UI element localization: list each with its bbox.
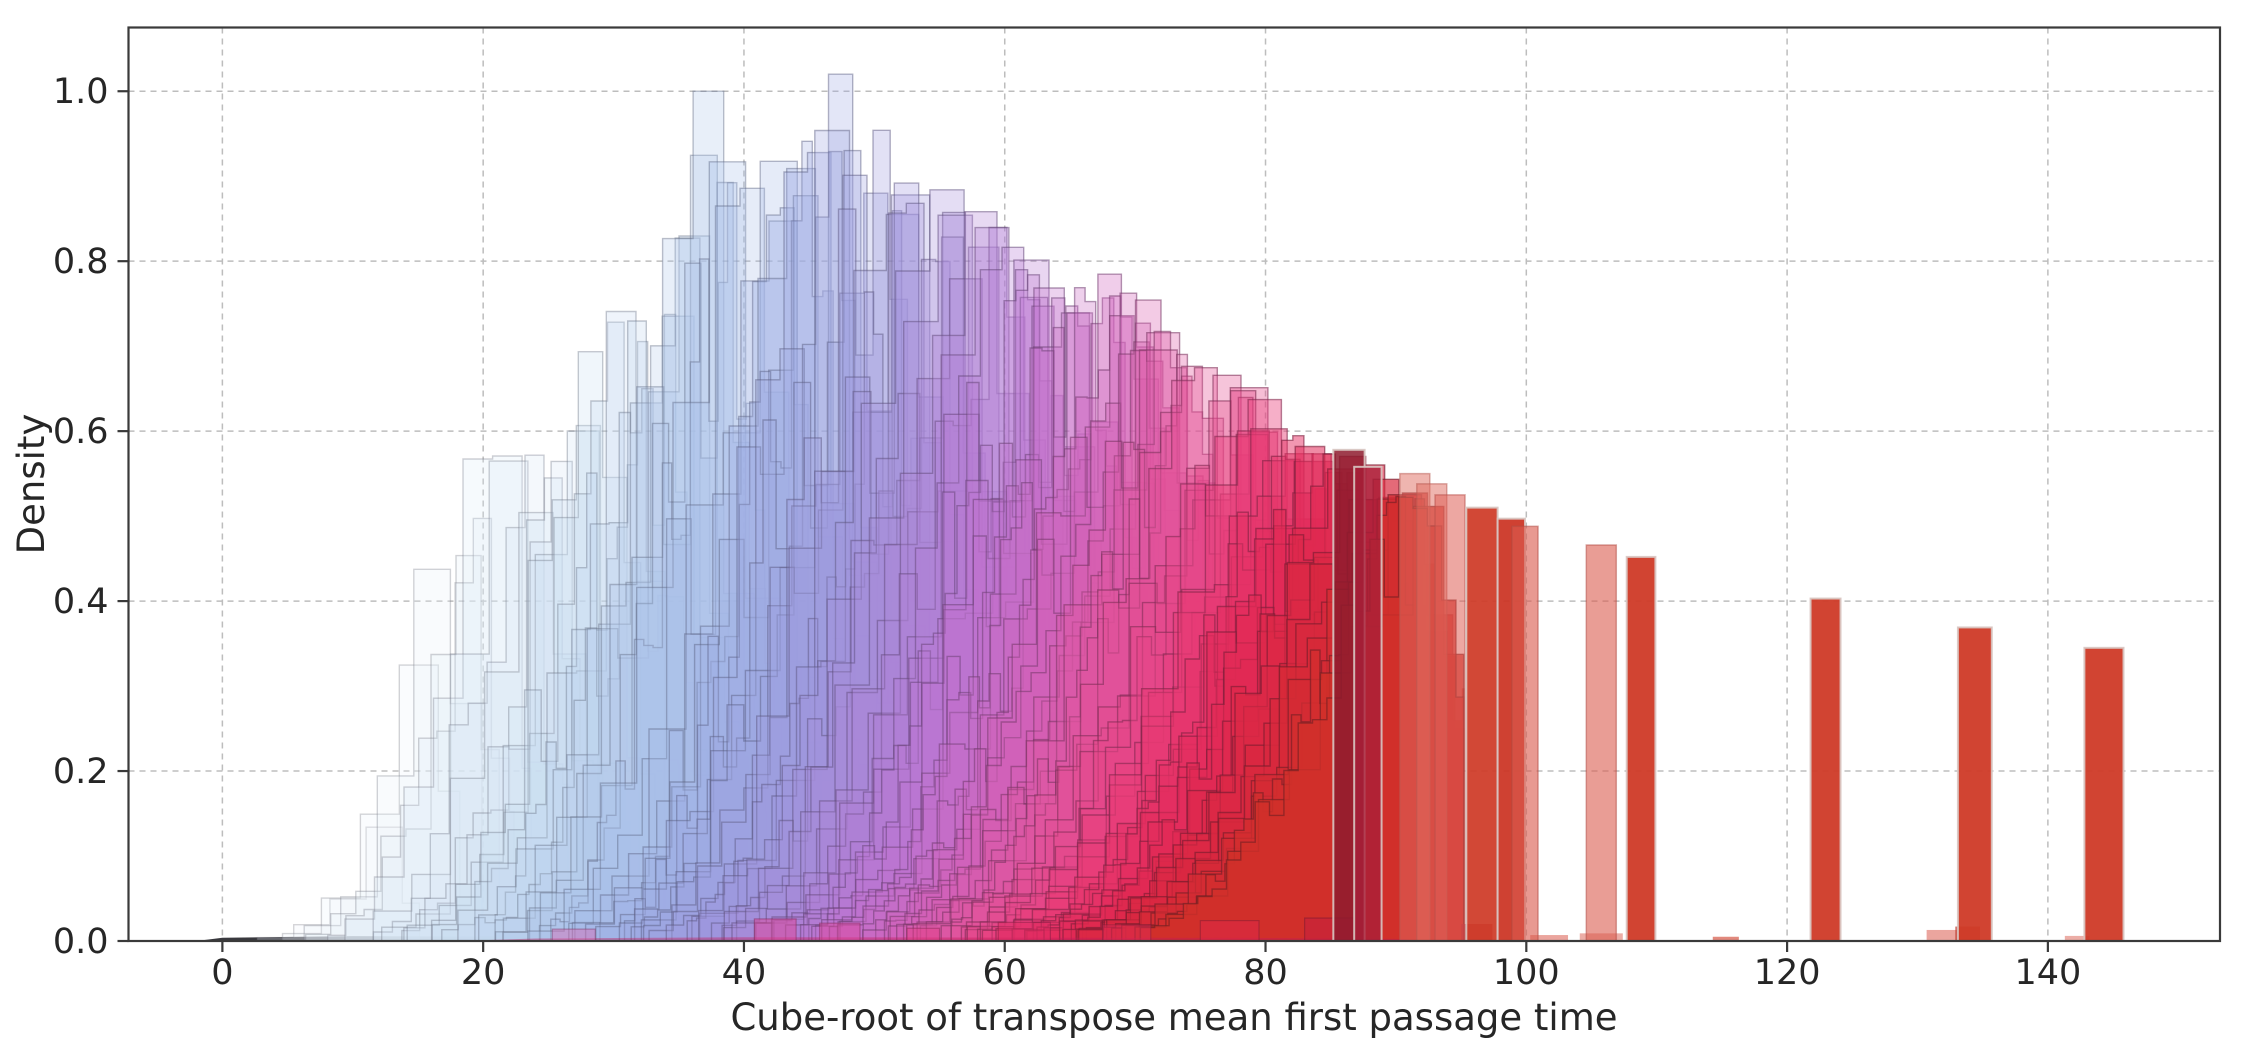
- outlier-bar: [1465, 506, 1499, 941]
- x-axis-label: Cube-root of transpose mean first passag…: [730, 996, 1617, 1039]
- histogram-series: [372, 460, 556, 941]
- bottom-mound: [551, 928, 596, 941]
- y-tick-label: 0.2: [53, 752, 109, 792]
- histogram-series: [381, 511, 587, 941]
- histogram-series: [642, 149, 902, 941]
- histogram-series: [457, 310, 666, 941]
- histogram-series: [875, 297, 1166, 941]
- y-tick-label: 0.0: [53, 922, 109, 962]
- base-bump: [1926, 929, 1960, 941]
- histogram-series: [441, 321, 656, 941]
- bottom-mound: [1199, 920, 1260, 941]
- histogram-series: [595, 195, 850, 941]
- y-tick-label: 1.0: [53, 72, 109, 112]
- histogram-series: [406, 430, 618, 941]
- bottom-mound: [818, 922, 861, 941]
- bottom-mound: [906, 927, 941, 941]
- outlier-bar: [1625, 555, 1657, 941]
- histogram-series: [571, 220, 823, 941]
- y-axis-label: Density: [10, 414, 53, 555]
- histogram-series: [665, 129, 931, 941]
- outlier-bar: [1585, 544, 1618, 941]
- bottom-mound: [1101, 924, 1152, 941]
- histogram-series: [862, 287, 1150, 941]
- outlier-bar: [1956, 626, 1993, 941]
- histogram-series: [256, 826, 420, 941]
- histogram-series: [919, 349, 1224, 941]
- histogram-series: [862, 273, 1174, 941]
- base-bump: [1530, 935, 1569, 941]
- histogram-series: [630, 150, 883, 941]
- outlier-bar: [2083, 646, 2125, 941]
- histogram-series: [303, 568, 483, 941]
- outlier-bar: [1353, 465, 1383, 941]
- histogram-series: [344, 455, 532, 941]
- base-bump: [2064, 935, 2090, 941]
- histogram-series: [528, 154, 749, 941]
- baseline-dark-ridge: [204, 936, 997, 941]
- histogram-series: [372, 454, 570, 941]
- x-tick-label: 40: [722, 953, 767, 993]
- histogram-series: [599, 207, 835, 941]
- histogram-series: [401, 477, 600, 941]
- histogram-series: [502, 237, 740, 941]
- histogram-series: [430, 424, 631, 941]
- histogram-series: [305, 554, 500, 941]
- histogram-series: [671, 192, 917, 941]
- histogram-series: [403, 460, 604, 941]
- histogram-series: [686, 210, 946, 941]
- histogram-series: [568, 187, 802, 941]
- histogram-series: [623, 140, 860, 941]
- histogram-series: [539, 90, 759, 941]
- x-tick-label: 140: [2014, 953, 2081, 993]
- histogram-series: [735, 211, 1001, 941]
- histogram-series: [883, 295, 1178, 941]
- histogram-series: [753, 278, 1035, 941]
- bottom-mound: [997, 921, 1051, 941]
- histogram-series: [494, 235, 730, 941]
- histogram-series: [723, 189, 986, 941]
- x-tick-label: 100: [1493, 953, 1560, 993]
- axes: 0 20 40 60 80 100 120 140 0.0 0.2 0.4 0.6 0.8 1.0: [53, 26, 2222, 993]
- base-bump: [1712, 936, 1739, 941]
- outlier-bar: [1434, 494, 1466, 941]
- histogram-series: [584, 167, 837, 941]
- outlier-bar: [1809, 597, 1842, 941]
- x-tick-label: 120: [1754, 953, 1821, 993]
- histogram-series: [281, 664, 461, 941]
- x-tick-label: 0: [211, 953, 233, 993]
- y-tick-label: 0.6: [53, 412, 109, 452]
- histogram-series: [574, 160, 811, 941]
- baseline-magenta-strip: [488, 937, 1417, 941]
- bottom-mound: [753, 918, 797, 941]
- histogram-series: [494, 313, 709, 941]
- y-tick-label: 0.8: [53, 242, 109, 282]
- histogram-series: [633, 73, 880, 941]
- outlier-bar: [1511, 525, 1539, 941]
- x-tick-label: 60: [982, 953, 1027, 993]
- histogram-series: [478, 320, 688, 941]
- histogram-series: [550, 182, 779, 941]
- y-tick-label: 0.4: [53, 582, 109, 622]
- histogram-series: [327, 517, 515, 941]
- x-tick-label: 20: [461, 953, 506, 993]
- histogram-series: [784, 246, 1067, 941]
- histogram-series: [474, 340, 680, 941]
- histogram-series: [527, 161, 785, 941]
- histogram-series: [618, 151, 869, 941]
- histogram-series: [502, 315, 716, 941]
- histogram-series: [538, 181, 768, 941]
- histogram-series: [773, 226, 1055, 941]
- histogram-series: [431, 351, 641, 941]
- plot-area: [204, 73, 2125, 941]
- histogram-series: [771, 226, 1059, 941]
- x-tick-label: 80: [1243, 953, 1288, 993]
- plot-spines: [127, 26, 2222, 943]
